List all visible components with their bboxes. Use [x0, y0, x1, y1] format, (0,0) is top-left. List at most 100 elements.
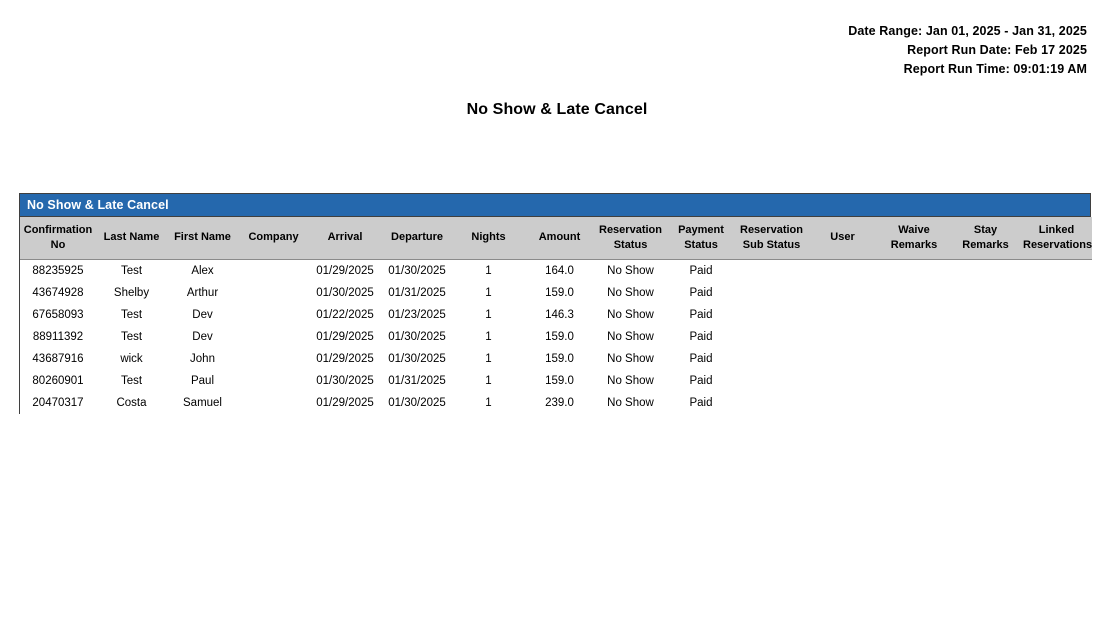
cell-reservation-sub-status	[736, 392, 807, 414]
cell-last-name: Shelby	[96, 282, 167, 304]
cell-confirmation-no: 88911392	[20, 326, 96, 348]
column-header-stay-remarks: Stay Remarks	[950, 217, 1021, 260]
cell-linked-reservations	[1021, 259, 1092, 282]
cell-payment-status: Paid	[666, 392, 736, 414]
cell-arrival: 01/29/2025	[309, 326, 381, 348]
cell-departure: 01/30/2025	[381, 259, 453, 282]
table-row: 43674928 Shelby Arthur 01/30/2025 01/31/2025…	[20, 282, 1092, 304]
cell-waive-remarks	[878, 370, 950, 392]
column-header-first-name: First Name	[167, 217, 238, 260]
cell-payment-status: Paid	[666, 259, 736, 282]
cell-reservation-status: No Show	[595, 370, 666, 392]
cell-user	[807, 392, 878, 414]
column-header-payment-status: Payment Status	[666, 217, 736, 260]
column-header-amount: Amount	[524, 217, 595, 260]
column-header-confirmation-no: Confirmation No	[20, 217, 96, 260]
cell-stay-remarks	[950, 348, 1021, 370]
cell-payment-status: Paid	[666, 304, 736, 326]
cell-arrival: 01/30/2025	[309, 282, 381, 304]
report-run-date: Report Run Date: Feb 17 2025	[907, 43, 1087, 57]
cell-reservation-status: No Show	[595, 282, 666, 304]
column-header-user: User	[807, 217, 878, 260]
cell-linked-reservations	[1021, 370, 1092, 392]
cell-first-name: Dev	[167, 326, 238, 348]
cell-departure: 01/30/2025	[381, 392, 453, 414]
report-date-range: Date Range: Jan 01, 2025 - Jan 31, 2025	[848, 24, 1087, 38]
cell-last-name: Test	[96, 304, 167, 326]
cell-last-name: wick	[96, 348, 167, 370]
cell-departure: 01/31/2025	[381, 282, 453, 304]
cell-confirmation-no: 43674928	[20, 282, 96, 304]
cell-company	[238, 370, 309, 392]
cell-first-name: Alex	[167, 259, 238, 282]
cell-company	[238, 392, 309, 414]
cell-first-name: Paul	[167, 370, 238, 392]
cell-amount: 159.0	[524, 282, 595, 304]
table-row: 80260901 Test Paul 01/30/2025 01/31/2025 1 159…	[20, 370, 1092, 392]
cell-arrival: 01/29/2025	[309, 392, 381, 414]
cell-first-name: Samuel	[167, 392, 238, 414]
cell-waive-remarks	[878, 326, 950, 348]
column-header-last-name: Last Name	[96, 217, 167, 260]
cell-confirmation-no: 43687916	[20, 348, 96, 370]
column-header-arrival: Arrival	[309, 217, 381, 260]
cell-nights: 1	[453, 259, 524, 282]
cell-nights: 1	[453, 326, 524, 348]
cell-amount: 239.0	[524, 392, 595, 414]
page-title: No Show & Late Cancel	[466, 101, 648, 118]
cell-departure: 01/23/2025	[381, 304, 453, 326]
cell-reservation-status: No Show	[595, 259, 666, 282]
cell-stay-remarks	[950, 259, 1021, 282]
cell-nights: 1	[453, 392, 524, 414]
cell-stay-remarks	[950, 326, 1021, 348]
column-header-reservation-status: Reservation Status	[595, 217, 666, 260]
cell-linked-reservations	[1021, 304, 1092, 326]
cell-user	[807, 348, 878, 370]
cell-reservation-sub-status	[736, 304, 807, 326]
cell-reservation-sub-status	[736, 282, 807, 304]
cell-last-name: Test	[96, 370, 167, 392]
cell-waive-remarks	[878, 392, 950, 414]
cell-last-name: Test	[96, 326, 167, 348]
cell-reservation-sub-status	[736, 370, 807, 392]
cell-amount: 146.3	[524, 304, 595, 326]
cell-amount: 164.0	[524, 259, 595, 282]
cell-reservation-status: No Show	[595, 392, 666, 414]
cell-user	[807, 370, 878, 392]
table-row: 20470317 Costa Samuel 01/29/2025 01/30/2025 1…	[20, 392, 1092, 414]
cell-nights: 1	[453, 348, 524, 370]
cell-waive-remarks	[878, 348, 950, 370]
cell-reservation-status: No Show	[595, 348, 666, 370]
cell-linked-reservations	[1021, 392, 1092, 414]
cell-linked-reservations	[1021, 326, 1092, 348]
cell-first-name: John	[167, 348, 238, 370]
cell-stay-remarks	[950, 370, 1021, 392]
cell-confirmation-no: 20470317	[20, 392, 96, 414]
cell-nights: 1	[453, 282, 524, 304]
cell-first-name: Arthur	[167, 282, 238, 304]
column-header-linked-reservations: Linked Reservations	[1021, 217, 1092, 260]
cell-departure: 01/31/2025	[381, 370, 453, 392]
cell-company	[238, 326, 309, 348]
column-header-reservation-sub-status: Reservation Sub Status	[736, 217, 807, 260]
cell-company	[238, 348, 309, 370]
cell-reservation-status: No Show	[595, 304, 666, 326]
column-header-nights: Nights	[453, 217, 524, 260]
cell-linked-reservations	[1021, 348, 1092, 370]
cell-arrival: 01/29/2025	[309, 348, 381, 370]
table-row: 67658093 Test Dev 01/22/2025 01/23/2025 1 146.…	[20, 304, 1092, 326]
cell-amount: 159.0	[524, 370, 595, 392]
table-body: 88235925 Test Alex 01/29/2025 01/30/2025 1 164…	[20, 259, 1092, 414]
table-row: 88235925 Test Alex 01/29/2025 01/30/2025 1 164…	[20, 259, 1092, 282]
cell-arrival: 01/22/2025	[309, 304, 381, 326]
table-header-row: Confirmation No Last Name First Name Com…	[20, 217, 1092, 260]
cell-first-name: Dev	[167, 304, 238, 326]
cell-stay-remarks	[950, 392, 1021, 414]
cell-stay-remarks	[950, 282, 1021, 304]
cell-company	[238, 259, 309, 282]
cell-last-name: Test	[96, 259, 167, 282]
cell-waive-remarks	[878, 282, 950, 304]
cell-reservation-status: No Show	[595, 326, 666, 348]
cell-user	[807, 259, 878, 282]
cell-payment-status: Paid	[666, 348, 736, 370]
